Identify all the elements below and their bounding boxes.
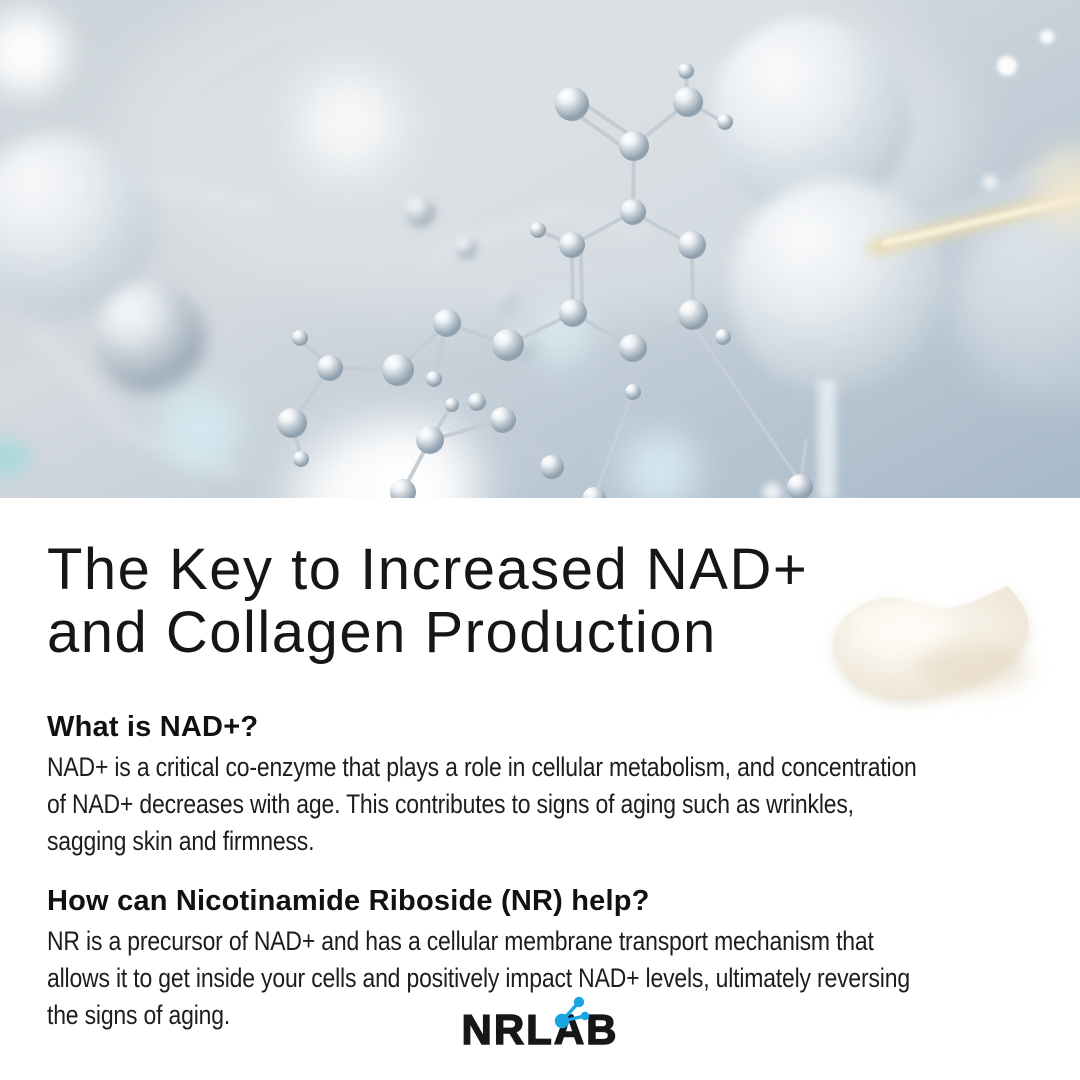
brand-logo: NRLAB bbox=[0, 996, 1080, 1054]
section-title: What is NAD+? bbox=[47, 711, 259, 743]
section-body: NR is a precursor of NAD+ and has a cell… bbox=[47, 923, 1080, 1034]
body-line: of NAD+ decreases with age. This contrib… bbox=[47, 789, 854, 819]
cream-smear bbox=[833, 586, 1030, 700]
section-title: How can Nicotinamide Riboside (NR) help? bbox=[47, 885, 650, 917]
body-line: sagging skin and firmness. bbox=[47, 826, 315, 856]
title-line-1: The Key to Increased NAD+ bbox=[47, 537, 809, 602]
cream-swatch-image bbox=[822, 576, 1058, 716]
body-line: NAD+ is a critical co-enzyme that plays … bbox=[47, 752, 917, 782]
section-how-can-nr-help: How can Nicotinamide Riboside (NR) help?… bbox=[0, 884, 1080, 1034]
section-body: NAD+ is a critical co-enzyme that plays … bbox=[47, 749, 1080, 860]
page-title: The Key to Increased NAD+ and Collagen P… bbox=[47, 538, 1080, 664]
title-line-2: and Collagen Production bbox=[47, 600, 717, 665]
hero-molecule-image bbox=[0, 0, 1080, 498]
body-line: allows it to get inside your cells and p… bbox=[47, 963, 910, 993]
section-what-is-nad: What is NAD+? NAD+ is a critical co-enzy… bbox=[0, 710, 1080, 860]
molecule-3d-render bbox=[0, 0, 1080, 498]
body-line: the signs of aging. bbox=[47, 1000, 231, 1030]
content-area: The Key to Increased NAD+ and Collagen P… bbox=[0, 498, 1080, 1034]
body-line: NR is a precursor of NAD+ and has a cell… bbox=[47, 926, 874, 956]
logo-text: NRLAB bbox=[461, 1005, 619, 1053]
